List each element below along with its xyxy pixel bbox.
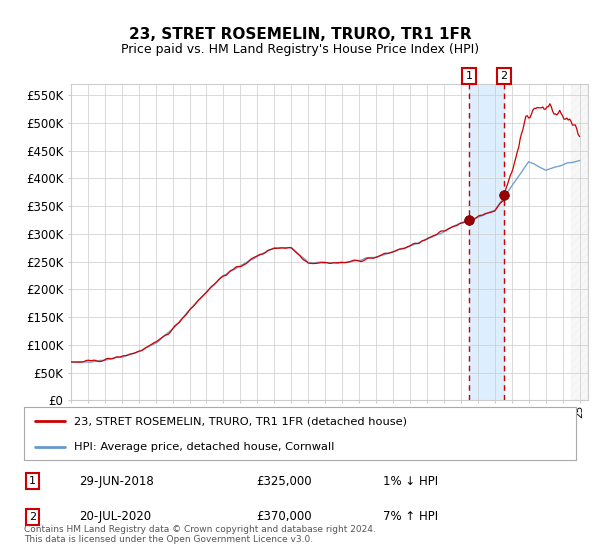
- Text: £325,000: £325,000: [256, 475, 311, 488]
- Text: HPI: Average price, detached house, Cornwall: HPI: Average price, detached house, Corn…: [74, 442, 334, 452]
- Bar: [469, 84, 504, 400]
- Text: 2: 2: [500, 71, 508, 81]
- Text: £370,000: £370,000: [256, 510, 311, 523]
- Text: Price paid vs. HM Land Registry's House Price Index (HPI): Price paid vs. HM Land Registry's House …: [121, 43, 479, 56]
- Text: 23, STRET ROSEMELIN, TRURO, TR1 1FR (detached house): 23, STRET ROSEMELIN, TRURO, TR1 1FR (det…: [74, 417, 407, 427]
- Text: 23, STRET ROSEMELIN, TRURO, TR1 1FR: 23, STRET ROSEMELIN, TRURO, TR1 1FR: [128, 27, 472, 42]
- Text: 2: 2: [29, 512, 36, 522]
- Text: 1: 1: [466, 71, 473, 81]
- Text: 1: 1: [29, 476, 36, 486]
- Bar: [571, 84, 588, 400]
- Text: 20-JUL-2020: 20-JUL-2020: [79, 510, 151, 523]
- Text: Contains HM Land Registry data © Crown copyright and database right 2024.
This d: Contains HM Land Registry data © Crown c…: [24, 525, 376, 544]
- Text: 7% ↑ HPI: 7% ↑ HPI: [383, 510, 438, 523]
- Text: 29-JUN-2018: 29-JUN-2018: [79, 475, 154, 488]
- Text: 1% ↓ HPI: 1% ↓ HPI: [383, 475, 438, 488]
